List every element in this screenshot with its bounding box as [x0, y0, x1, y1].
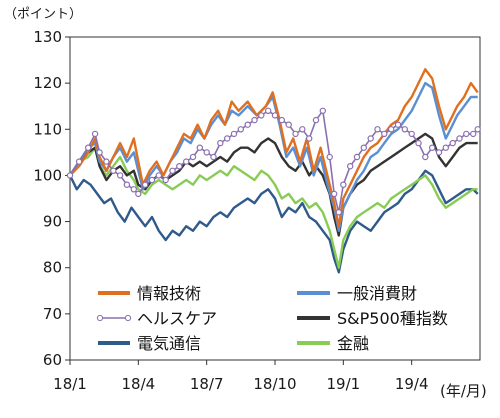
series-marker: [292, 130, 299, 138]
y-tick-label: 120: [33, 74, 62, 92]
series-marker: [182, 158, 190, 165]
series-marker: [285, 121, 292, 128]
series-marker: [123, 181, 131, 188]
series-marker: [230, 130, 238, 138]
series-marker: [435, 149, 443, 156]
series-marker: [367, 135, 374, 142]
series-marker: [84, 144, 92, 151]
series-marker: [265, 107, 272, 115]
series-marker: [340, 181, 347, 188]
series-marker: [312, 116, 320, 124]
series-marker: [258, 112, 265, 119]
series-marker: [66, 172, 74, 179]
x-tick-label: 19/1: [326, 375, 360, 393]
series-marker: [429, 144, 436, 151]
series-marker: [203, 149, 210, 156]
series-marker: [394, 121, 402, 128]
series-marker: [415, 139, 422, 147]
series-marker: [91, 130, 99, 138]
x-tick-label: 18/4: [121, 375, 155, 393]
x-tick-label: 19/4: [395, 375, 429, 393]
series-marker: [103, 158, 110, 165]
series-marker: [335, 209, 342, 216]
legend-marker: [96, 314, 104, 322]
legend-marker: [124, 314, 132, 322]
series-marker: [130, 186, 137, 193]
series-line-0: [69, 68, 479, 228]
series-marker: [381, 130, 388, 138]
series-marker: [148, 176, 156, 184]
series-marker: [110, 167, 117, 174]
y-tick-label: 100: [33, 166, 62, 184]
y-tick-label: 70: [43, 305, 62, 323]
series-marker: [96, 149, 103, 156]
series-marker: [306, 135, 313, 142]
series-marker: [353, 153, 361, 161]
series-marker: [217, 139, 224, 147]
y-tick-label: 80: [43, 259, 62, 277]
series-marker: [463, 130, 470, 138]
series-marker: [116, 172, 124, 179]
series-marker: [162, 176, 169, 184]
series-marker: [374, 126, 381, 133]
series-line-5: [68, 146, 478, 269]
y-tick-label: 90: [43, 213, 62, 231]
series-marker: [331, 190, 338, 198]
x-unit-label: (年/月): [440, 382, 487, 400]
series-marker: [326, 153, 333, 161]
legend-label: 一般消費財: [337, 284, 417, 303]
series-marker: [210, 153, 217, 161]
series-marker: [75, 158, 83, 165]
series-marker: [176, 162, 183, 170]
series-marker: [388, 126, 395, 133]
legend-label: 金融: [337, 334, 369, 353]
series-marker: [347, 162, 354, 170]
series-marker: [299, 126, 306, 133]
series-marker: [271, 112, 279, 119]
series-marker: [223, 135, 231, 142]
series-marker: [360, 144, 367, 151]
x-axis-ticks: 18/1 18/4 18/7 18/10 19/1 19/4: [53, 360, 429, 393]
series-line-3: [68, 132, 478, 237]
series-marker: [141, 181, 149, 188]
y-tick-label: 60: [43, 351, 62, 369]
y-tick-label: 130: [33, 28, 62, 46]
series-marker: [422, 153, 429, 161]
series-marker: [449, 139, 456, 147]
series-layer: [66, 68, 481, 274]
x-tick-label: 18/10: [253, 375, 296, 393]
series-marker: [474, 126, 481, 133]
y-axis-ticks: 60 70 80 90 100 110 120 130: [33, 28, 70, 369]
x-tick-label: 18/7: [190, 375, 224, 393]
y-tick-label: 110: [33, 120, 62, 138]
y-unit-label: （ポイント）: [4, 7, 82, 22]
series-marker: [251, 116, 258, 124]
x-tick-label: 18/1: [53, 375, 87, 393]
series-marker: [470, 130, 477, 138]
series-marker: [155, 172, 162, 179]
series-marker: [189, 153, 197, 161]
series-marker: [319, 107, 326, 115]
series-marker: [456, 135, 463, 142]
series-marker: [442, 144, 449, 151]
series-marker: [196, 144, 203, 151]
series-marker: [135, 190, 142, 198]
legend-label: ヘルスケア: [137, 309, 217, 328]
series-marker: [401, 126, 408, 133]
series-marker: [169, 167, 176, 174]
series-marker: [278, 116, 285, 124]
legend-label: 情報技術: [137, 284, 201, 303]
series-marker: [408, 130, 415, 138]
legend-label: 電気通信: [137, 334, 201, 353]
series-marker: [244, 121, 251, 128]
legend-label: S&P500種指数: [337, 309, 448, 328]
series-line-4: [68, 169, 479, 274]
series-marker: [237, 126, 244, 133]
